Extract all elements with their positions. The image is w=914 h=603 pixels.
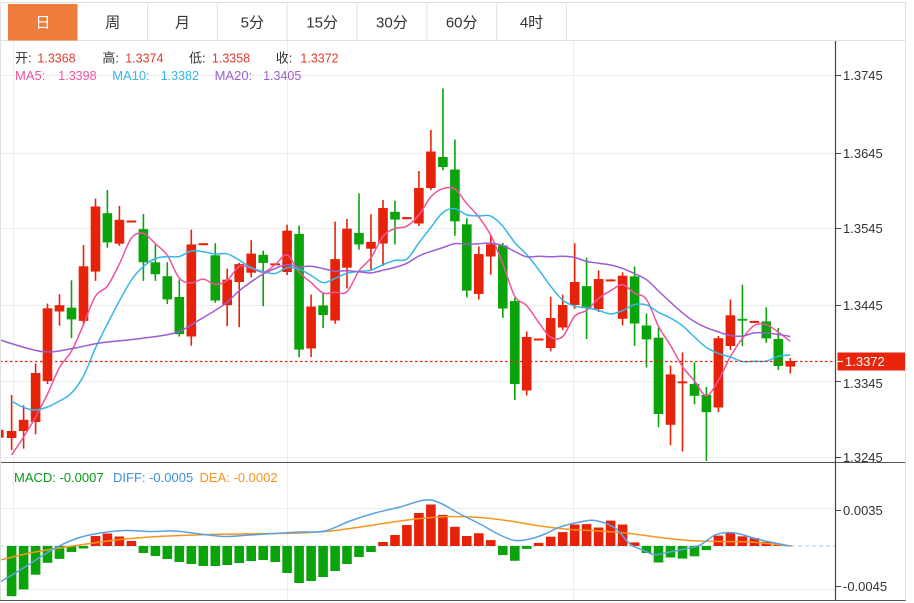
svg-text:30分: 30分 xyxy=(376,15,408,32)
svg-text:1.3398: 1.3398 xyxy=(58,69,96,83)
svg-text:收:: 收: xyxy=(276,51,293,66)
svg-text:1.3374: 1.3374 xyxy=(125,52,163,66)
svg-text:0.0035: 0.0035 xyxy=(843,503,883,518)
svg-text:月: 月 xyxy=(175,15,190,32)
svg-text:DEA: -0.0002: DEA: -0.0002 xyxy=(200,470,278,485)
svg-text:低:: 低: xyxy=(189,51,206,66)
svg-text:15分: 15分 xyxy=(306,15,338,32)
svg-text:4时: 4时 xyxy=(520,15,543,32)
svg-text:1.3372: 1.3372 xyxy=(845,354,885,369)
svg-text:1.3745: 1.3745 xyxy=(843,68,883,83)
svg-text:5分: 5分 xyxy=(241,15,264,32)
svg-text:1.3368: 1.3368 xyxy=(37,52,75,66)
svg-text:开:: 开: xyxy=(15,51,32,66)
svg-text:1.3345: 1.3345 xyxy=(843,376,883,391)
svg-text:高:: 高: xyxy=(102,51,119,66)
svg-text:1.3245: 1.3245 xyxy=(843,450,883,465)
svg-text:1.3372: 1.3372 xyxy=(300,52,338,66)
svg-text:MACD: -0.0007: MACD: -0.0007 xyxy=(14,470,104,485)
svg-text:1.3445: 1.3445 xyxy=(843,298,883,313)
svg-text:1.3358: 1.3358 xyxy=(212,52,250,66)
svg-text:日: 日 xyxy=(35,15,50,32)
svg-text:-0.0045: -0.0045 xyxy=(843,579,887,594)
svg-text:1.3645: 1.3645 xyxy=(843,146,883,161)
svg-text:60分: 60分 xyxy=(446,15,478,32)
svg-text:1.3382: 1.3382 xyxy=(161,69,199,83)
svg-text:MA5:: MA5: xyxy=(15,68,45,83)
svg-text:1.3405: 1.3405 xyxy=(263,69,301,83)
svg-text:周: 周 xyxy=(105,15,120,32)
svg-text:DIFF: -0.0005: DIFF: -0.0005 xyxy=(113,470,193,485)
svg-text:MA10:: MA10: xyxy=(112,68,150,83)
svg-text:1.3545: 1.3545 xyxy=(843,221,883,236)
svg-text:MA20:: MA20: xyxy=(215,68,253,83)
